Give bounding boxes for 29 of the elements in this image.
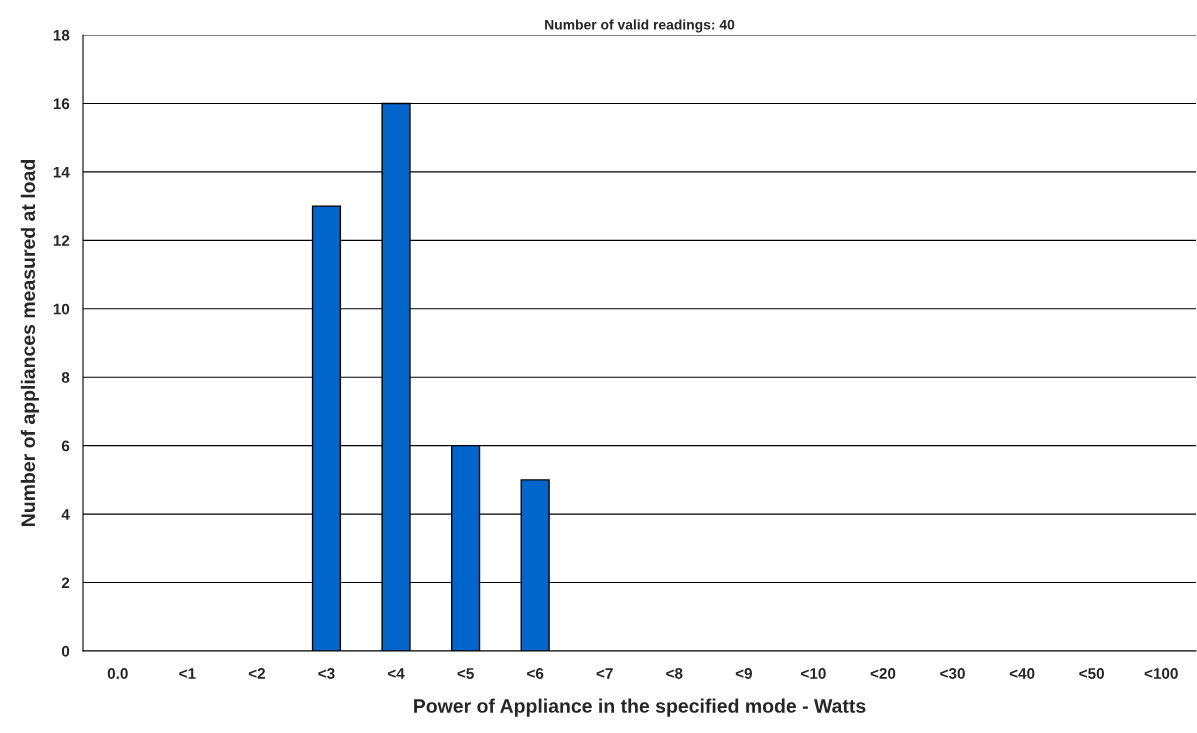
x-tick-label: <40 <box>1009 668 1035 679</box>
x-tick-label: <1 <box>179 668 196 679</box>
x-tick-label: <9 <box>735 668 752 679</box>
x-tick-label: <10 <box>801 668 826 679</box>
x-tick-label: <6 <box>527 668 544 679</box>
x-tick-label: <50 <box>1079 668 1104 679</box>
y-tick-label: 6 <box>61 440 70 452</box>
y-tick-label: 8 <box>61 372 70 383</box>
x-tick-label: 0.0 <box>107 668 128 679</box>
y-tick-label: 18 <box>53 29 70 41</box>
y-tick-label: 12 <box>53 235 70 246</box>
y-tick-label: 0 <box>61 645 70 657</box>
x-tick-label: <30 <box>940 668 965 679</box>
y-tick-label: 10 <box>53 303 70 315</box>
x-tick-label: <5 <box>457 668 474 679</box>
x-tick-label: <3 <box>318 668 335 679</box>
x-tick-label: <100 <box>1144 668 1178 679</box>
x-tick-label: <20 <box>870 668 896 679</box>
y-tick-label: 4 <box>61 509 70 520</box>
x-axis-title: Power of Appliance in the specified mode - Watts <box>414 698 866 717</box>
y-axis-title: Number of appliances measured at load <box>20 160 39 526</box>
x-tick-label: <2 <box>248 668 265 679</box>
x-tick-label: <8 <box>666 668 683 679</box>
y-tick-label: 14 <box>53 166 70 178</box>
chart-title: Number of valid readings: 40 <box>545 19 735 33</box>
y-tick-label: 16 <box>53 98 70 110</box>
x-tick-label: <7 <box>596 668 613 679</box>
x-tick-label: <4 <box>387 668 405 679</box>
y-tick-label: 2 <box>61 577 70 589</box>
